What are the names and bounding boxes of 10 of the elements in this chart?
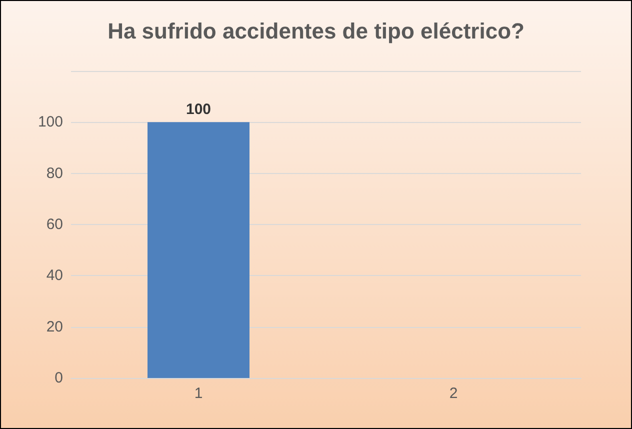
y-tick-label: 60 bbox=[46, 216, 63, 233]
y-tick-label: 20 bbox=[46, 318, 63, 336]
y-tick-label: 80 bbox=[46, 164, 63, 182]
data-label: 100 bbox=[186, 101, 212, 118]
y-tick-label: 40 bbox=[46, 267, 63, 284]
y-tick-label: 0 bbox=[54, 370, 63, 386]
y-tick-label: 100 bbox=[38, 114, 63, 131]
x-tick-label: 1 bbox=[194, 385, 203, 402]
x-tick-label: 2 bbox=[449, 385, 458, 402]
chart-title: Ha sufrido accidentes de tipo eléctrico? bbox=[108, 18, 524, 44]
